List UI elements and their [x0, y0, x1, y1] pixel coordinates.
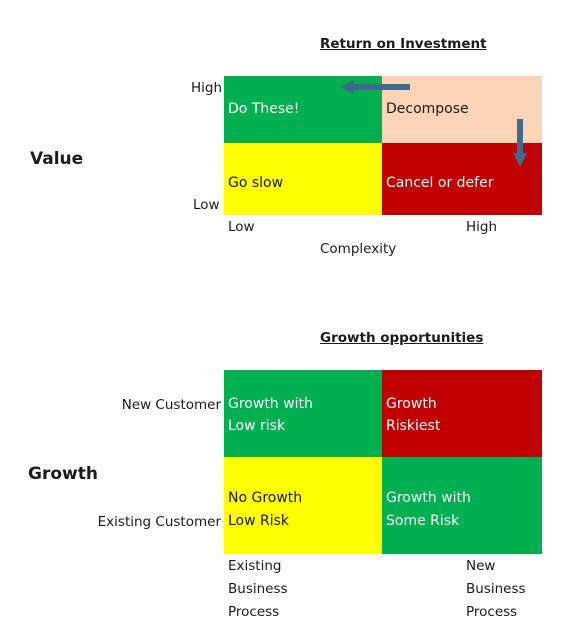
roi-cell-label: Do These!	[228, 101, 300, 117]
left-arrow-icon	[340, 80, 410, 94]
roi-side-label: Value	[30, 149, 84, 169]
growth-cell-no-growth: No Growth Low Risk	[224, 457, 382, 554]
growth-x-left-label: Existing Business Process	[228, 555, 288, 624]
growth-x-left-line: Process	[228, 604, 280, 620]
growth-x-left-line: Existing	[228, 558, 282, 574]
growth-cell-line: Growth with	[386, 490, 471, 506]
down-arrow-icon	[513, 119, 527, 167]
growth-x-right-label: New Business Process	[466, 555, 526, 624]
growth-x-right-line: Process	[466, 604, 518, 620]
roi-x-axis-label: Complexity	[320, 241, 397, 257]
growth-cell-line: Growth with	[228, 396, 313, 412]
roi-cell-label: Go slow	[228, 175, 284, 191]
growth-cell-line: Some Risk	[386, 513, 460, 529]
growth-y-top-label: New Customer	[121, 397, 221, 413]
growth-cell-line: Low Risk	[228, 513, 290, 529]
growth-cell-line: No Growth	[228, 490, 303, 506]
roi-cell-label: Decompose	[386, 101, 469, 117]
roi-y-high-label: High	[191, 80, 223, 96]
roi-y-low-label: Low	[193, 197, 220, 213]
growth-cell-line: Riskiest	[386, 418, 441, 434]
roi-x-low-label: Low	[228, 219, 255, 235]
roi-title: Return on Investment	[320, 36, 487, 52]
growth-x-right-line: Business	[466, 581, 526, 597]
growth-cell-riskiest: Growth Riskiest	[382, 370, 542, 457]
growth-x-right-line: New	[466, 558, 496, 574]
growth-x-left-line: Business	[228, 581, 288, 597]
growth-side-label: Growth	[28, 464, 98, 484]
growth-cell-line: Growth	[386, 396, 437, 412]
growth-cell-low-risk: Growth with Low risk	[224, 370, 382, 457]
growth-cell-line: Low risk	[228, 418, 286, 434]
growth-title: Growth opportunities	[320, 330, 484, 346]
growth-y-bottom-label: Existing Customer	[97, 514, 221, 530]
roi-cell-label: Cancel or defer	[386, 175, 494, 191]
roi-x-high-label: High	[466, 219, 498, 235]
roi-cell-go-slow: Go slow	[224, 143, 382, 215]
growth-cell-some-risk: Growth with Some Risk	[382, 457, 542, 554]
